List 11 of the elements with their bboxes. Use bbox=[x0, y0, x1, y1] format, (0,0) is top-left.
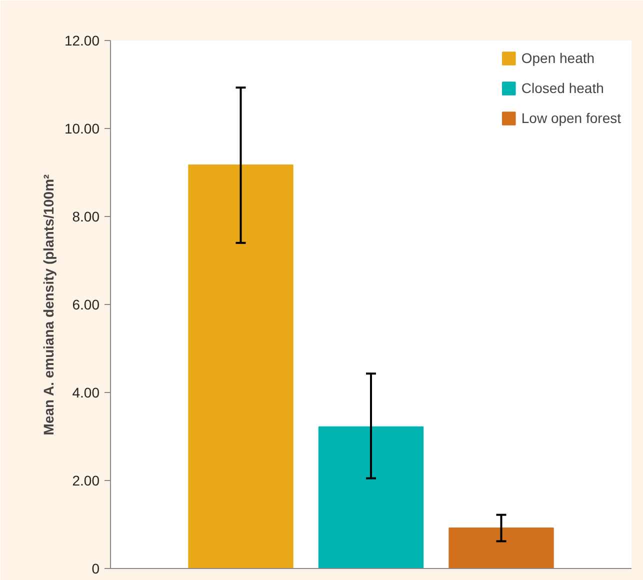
y-tick-label: 12.00 bbox=[64, 32, 100, 48]
y-tick-label: 2.00 bbox=[72, 472, 100, 488]
y-axis-title: Mean A. emuiana density (plants/100m² bbox=[40, 174, 56, 436]
y-tick-label: 10.00 bbox=[64, 120, 100, 136]
legend-label: Closed heath bbox=[521, 80, 604, 96]
y-tick-label: 8.00 bbox=[72, 208, 100, 224]
legend-label: Low open forest bbox=[521, 110, 621, 126]
y-tick-label: 4.00 bbox=[72, 384, 100, 400]
y-tick-label: 6.00 bbox=[72, 296, 100, 312]
legend-label: Open heath bbox=[521, 50, 595, 66]
y-tick-label: 0 bbox=[92, 560, 100, 576]
